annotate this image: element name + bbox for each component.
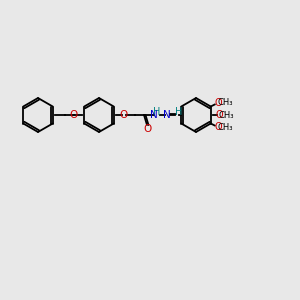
Text: O: O bbox=[215, 98, 223, 107]
Text: N: N bbox=[150, 110, 158, 120]
Text: H: H bbox=[153, 107, 161, 117]
Text: H: H bbox=[175, 107, 183, 117]
Text: O: O bbox=[215, 110, 223, 120]
Text: CH₃: CH₃ bbox=[218, 98, 233, 107]
Text: CH₃: CH₃ bbox=[218, 123, 233, 132]
Text: O: O bbox=[144, 124, 152, 134]
Text: O: O bbox=[215, 122, 223, 133]
Text: N: N bbox=[163, 110, 171, 120]
Text: O: O bbox=[70, 110, 78, 120]
Text: O: O bbox=[120, 110, 128, 120]
Text: CH₃: CH₃ bbox=[218, 110, 234, 119]
